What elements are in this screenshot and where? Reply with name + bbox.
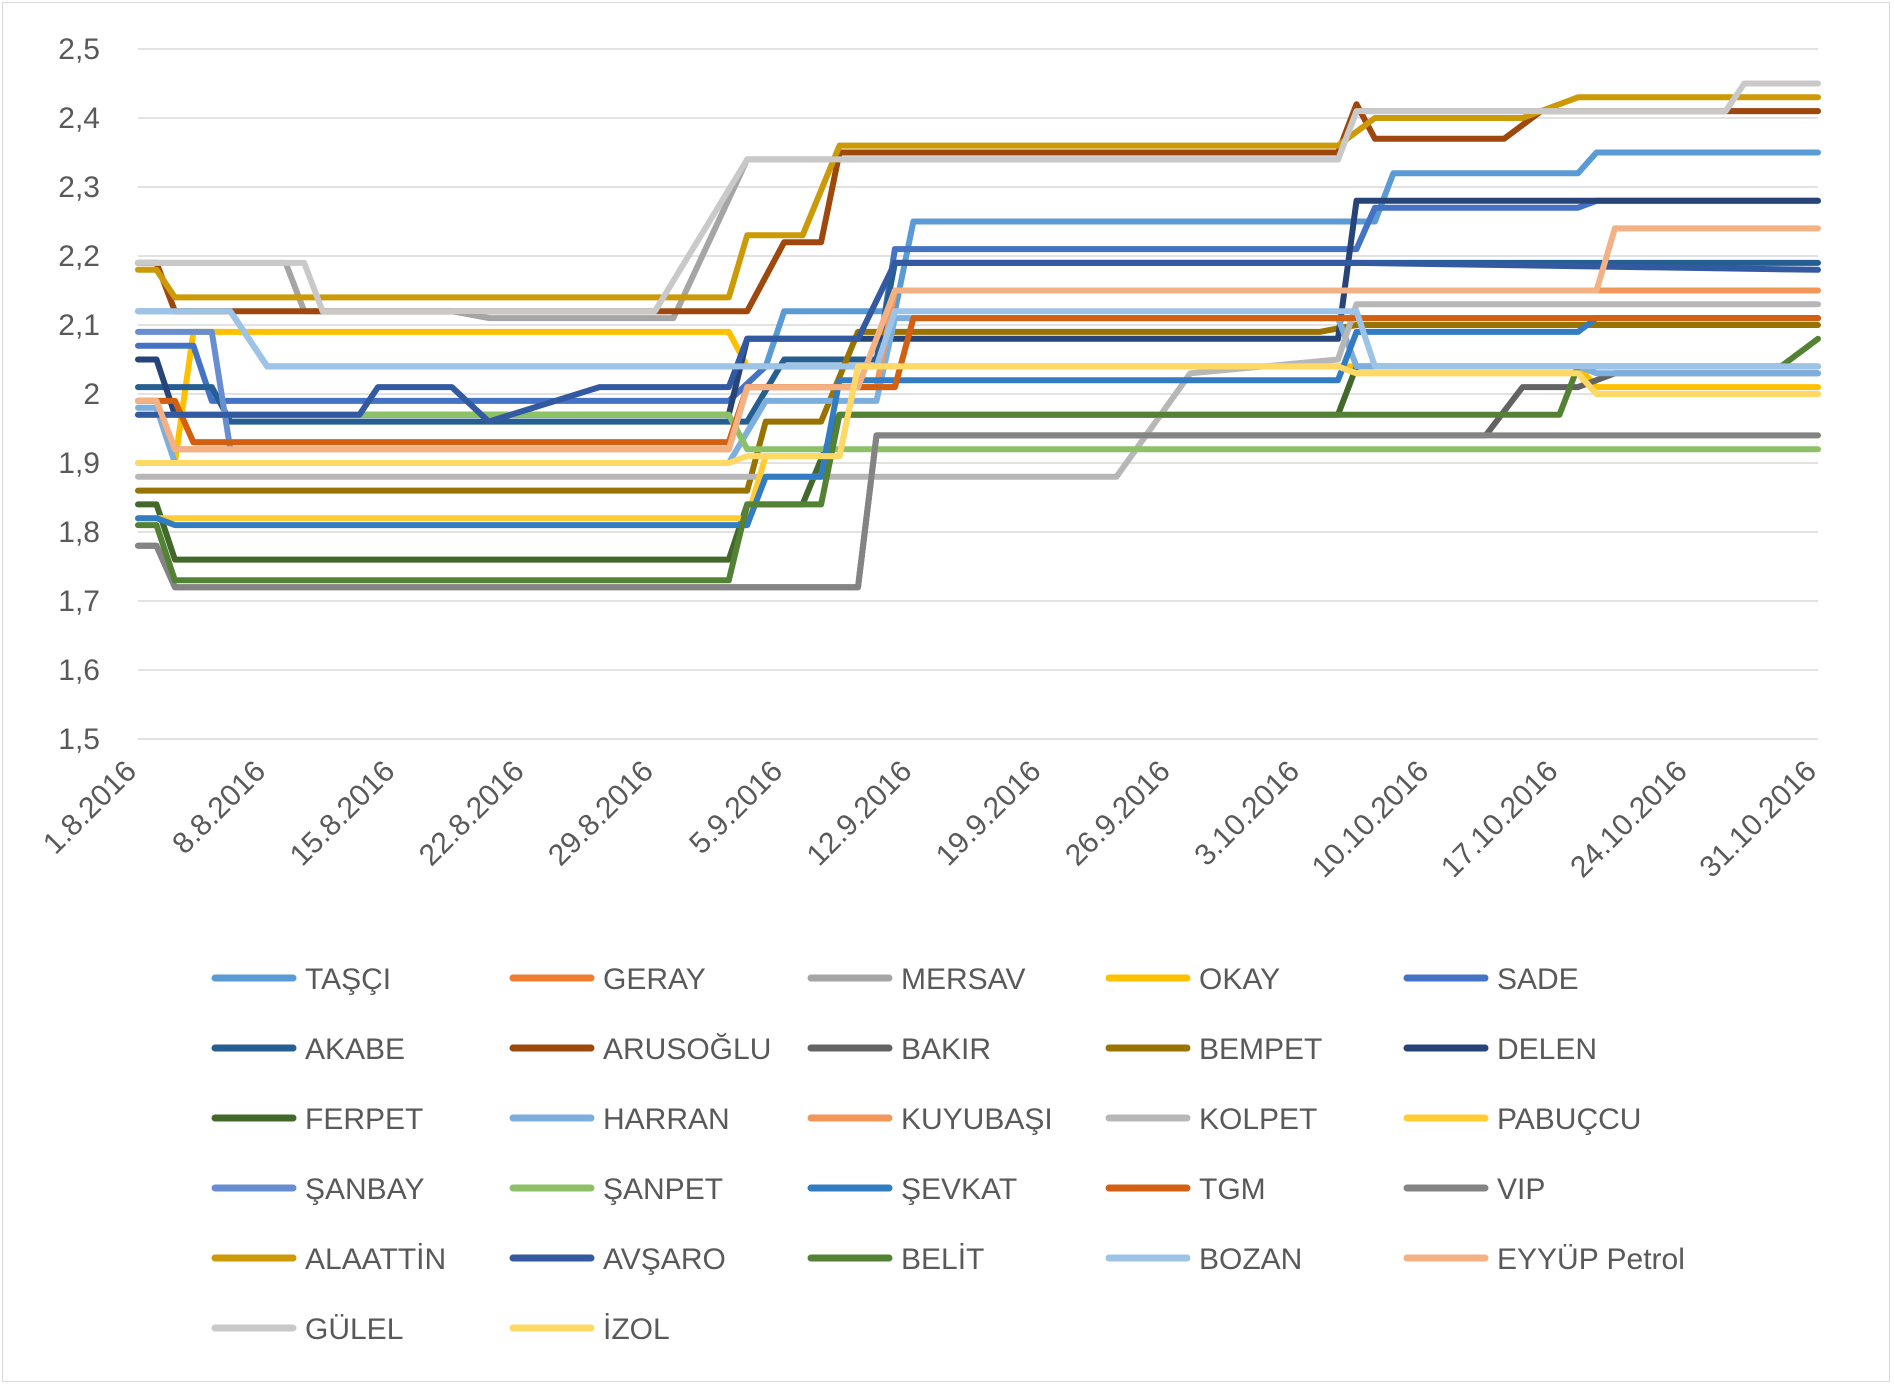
x-tick-label: 1.8.2016 (37, 755, 143, 861)
series-line (135, 328, 234, 453)
legend-label: TGM (1199, 1173, 1266, 1206)
y-tick-label: 2,1 (58, 309, 100, 342)
legend-label: BEMPET (1199, 1033, 1322, 1066)
legend-label: GÜLEL (305, 1313, 403, 1346)
legend-label: TAŞÇI (305, 963, 391, 996)
y-tick-label: 2,3 (58, 171, 100, 204)
legend-label: KUYUBAŞI (901, 1103, 1053, 1136)
series-lines (135, 80, 1821, 591)
legend-label: HARRAN (603, 1103, 730, 1136)
series-line (135, 308, 1821, 370)
series-line (135, 225, 1821, 453)
y-tick-label: 2,4 (58, 102, 100, 135)
legend-label: OKAY (1199, 963, 1280, 996)
x-tick-label: 19.9.2016 (930, 755, 1048, 873)
legend-label: BELİT (901, 1243, 984, 1276)
y-tick-label: 2,2 (58, 240, 100, 273)
legend-label: ŞANBAY (305, 1173, 425, 1206)
legend-label: ARUSOĞLU (603, 1033, 771, 1066)
legend-label: BOZAN (1199, 1243, 1302, 1276)
y-tick-label: 2,5 (58, 33, 100, 66)
line-chart: 1,5 1,6 1,7 1,8 1,9 2 2,1 2,2 2,3 2,4 2,5 1.8.2016… (37, 33, 1823, 1346)
legend-label: ŞEVKAT (901, 1173, 1017, 1206)
x-tick-label: 3.10.2016 (1188, 755, 1306, 873)
y-axis: 1,5 1,6 1,7 1,8 1,9 2 2,1 2,2 2,3 2,4 2,5 (58, 33, 100, 756)
series-line (135, 363, 1821, 466)
series-line (135, 287, 1821, 453)
series-line (135, 259, 1821, 425)
series-line (135, 315, 1821, 529)
y-tick-label: 2 (83, 378, 100, 411)
gridlines (138, 48, 1818, 740)
x-tick-label: 31.10.2016 (1693, 755, 1823, 885)
legend-label: DELEN (1497, 1033, 1597, 1066)
x-axis: 1.8.2016 8.8.2016 15.8.2016 22.8.2016 29.8.2… (37, 755, 1823, 885)
x-tick-label: 17.10.2016 (1435, 755, 1565, 885)
series-line (135, 432, 1821, 591)
legend-label: AKABE (305, 1033, 405, 1066)
legend-label: EYYÜP Petrol (1497, 1243, 1685, 1276)
series-line (135, 80, 1821, 315)
x-tick-label: 12.9.2016 (801, 755, 919, 873)
series-line (135, 259, 1821, 425)
legend-label: ŞANPET (603, 1173, 723, 1206)
legend-label: BAKIR (901, 1033, 991, 1066)
y-tick-label: 1,7 (58, 585, 100, 618)
x-tick-label: 8.8.2016 (166, 755, 272, 861)
legend-label: AVŞARO (603, 1243, 726, 1276)
y-tick-label: 1,9 (58, 447, 100, 480)
legend-label: KOLPET (1199, 1103, 1317, 1136)
x-tick-label: 29.8.2016 (542, 755, 660, 873)
y-tick-label: 1,8 (58, 516, 100, 549)
legend-label: PABUÇCU (1497, 1103, 1641, 1136)
legend-label: FERPET (305, 1103, 423, 1136)
legend-label: İZOL (603, 1313, 670, 1346)
y-tick-label: 1,5 (58, 723, 100, 756)
legend-label: VIP (1497, 1173, 1545, 1206)
series-line (135, 108, 1821, 322)
x-tick-label: 24.10.2016 (1564, 755, 1694, 885)
x-tick-label: 10.10.2016 (1306, 755, 1436, 885)
y-tick-label: 1,6 (58, 654, 100, 687)
series-line (135, 301, 1821, 480)
x-tick-label: 22.8.2016 (413, 755, 531, 873)
legend-label: SADE (1497, 963, 1579, 996)
x-tick-label: 26.9.2016 (1059, 755, 1177, 873)
x-tick-label: 5.9.2016 (683, 755, 789, 861)
legend-label: GERAY (603, 963, 706, 996)
legend-label: MERSAV (901, 963, 1025, 996)
series-line (135, 411, 1821, 453)
x-tick-label: 15.8.2016 (284, 755, 402, 873)
legend: TAŞÇI GERAY MERSAV OKAY SADE AKABE ARUSOĞLU BAK… (211, 963, 1685, 1346)
series-line (135, 197, 1821, 418)
series-line (135, 94, 1821, 301)
legend-label: ALAATTİN (305, 1243, 446, 1276)
